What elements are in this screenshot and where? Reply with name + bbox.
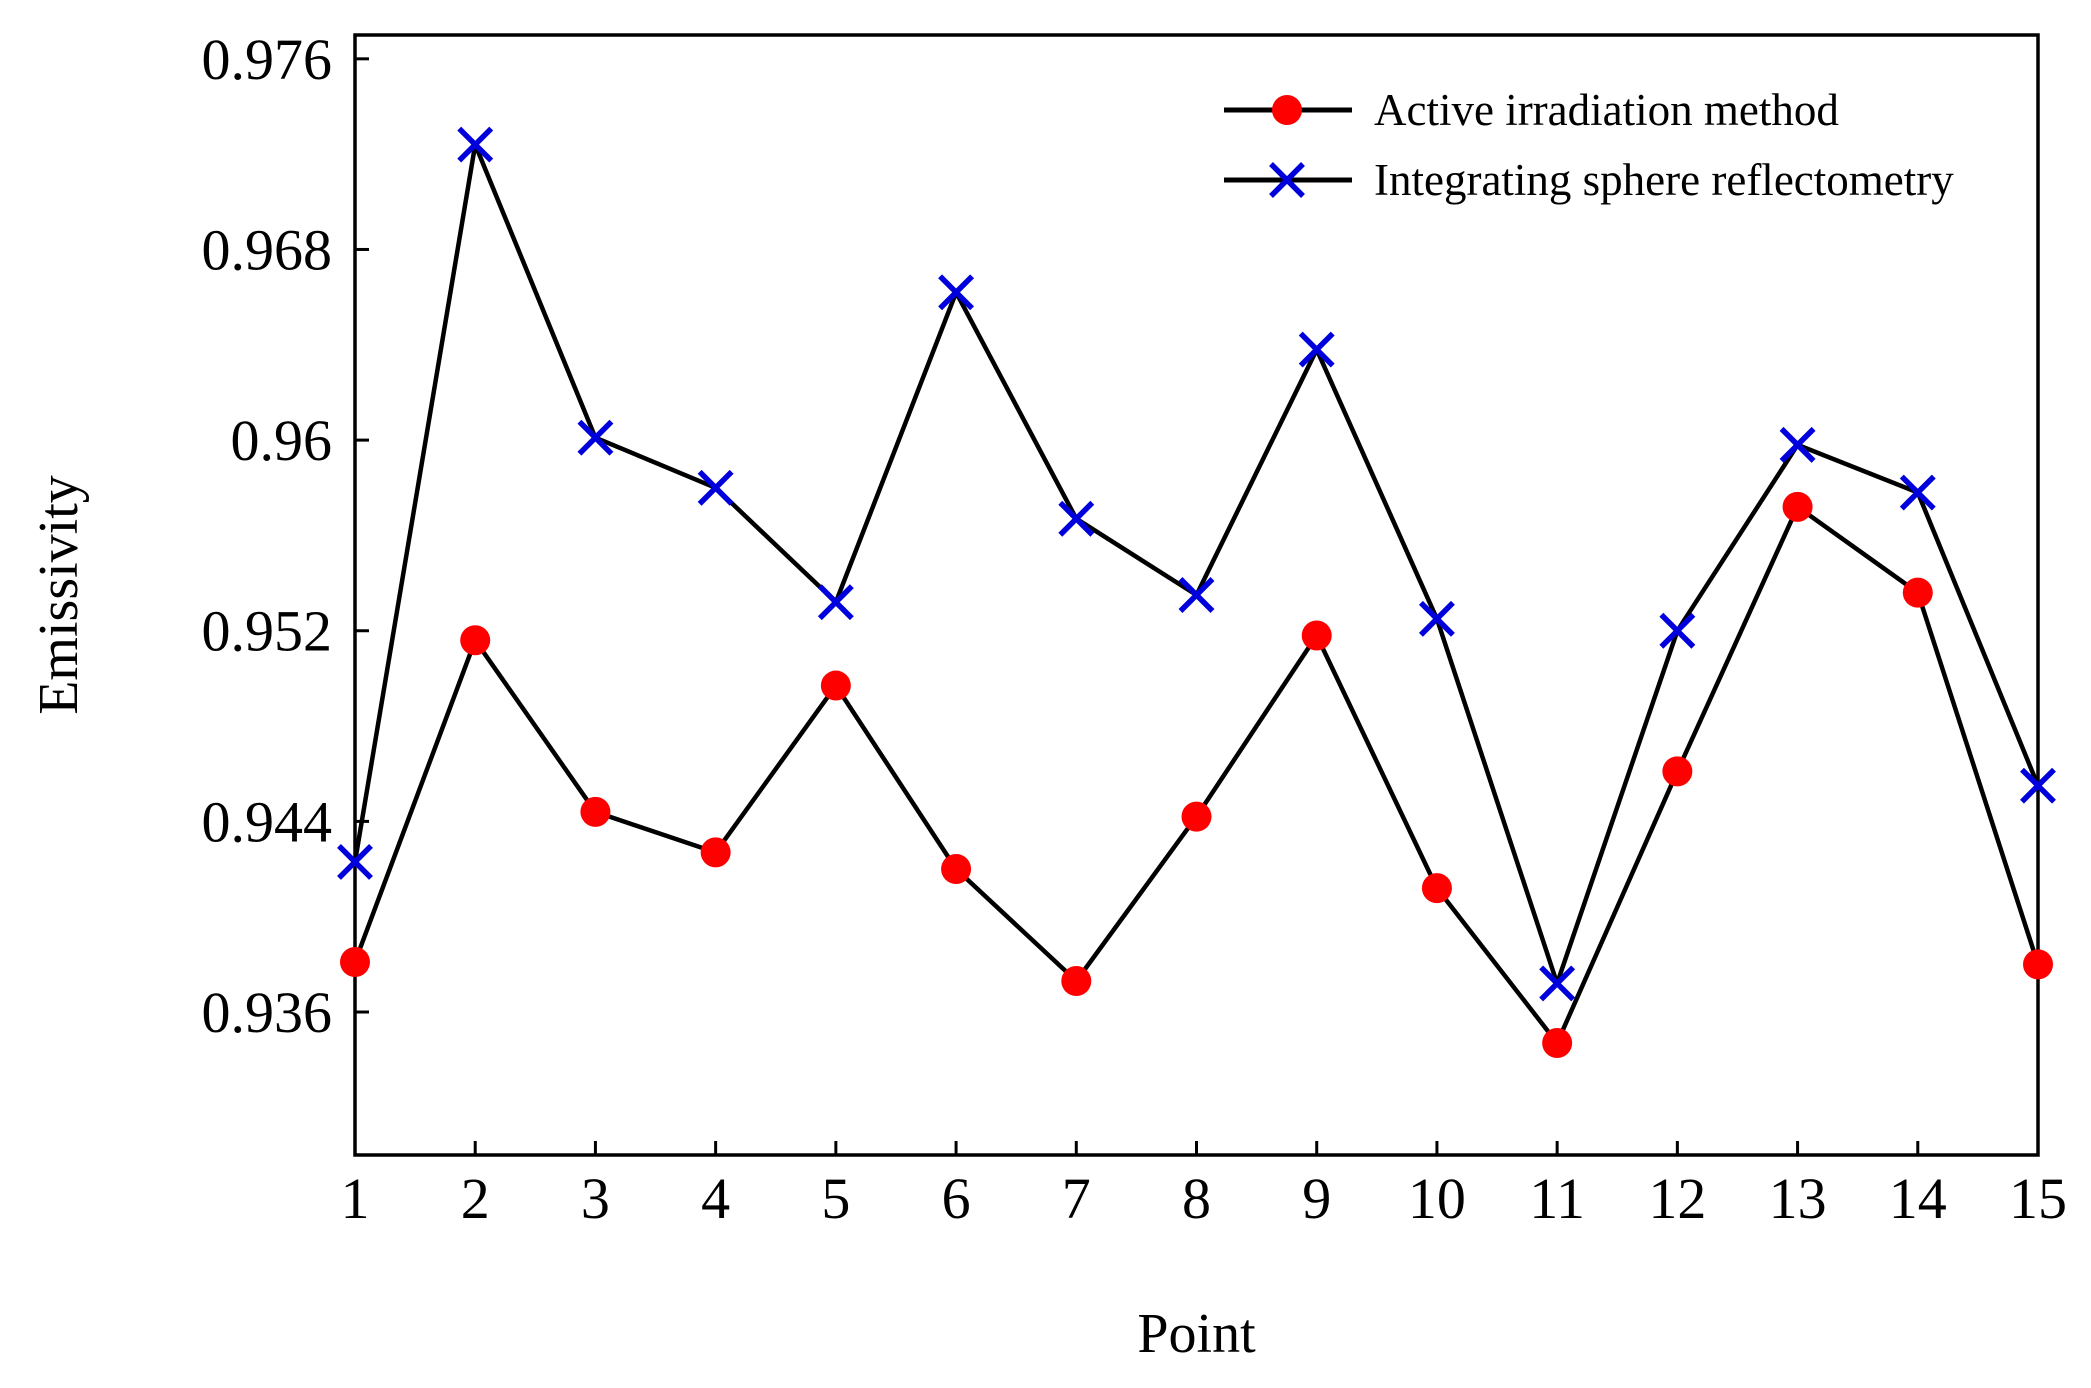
y-axis-ticks: 0.936 0.944 0.952 0.96 0.968 0.976 xyxy=(202,27,369,1045)
x-axis-title: Point xyxy=(1137,1303,1256,1365)
x-tick-label: 5 xyxy=(821,1166,850,1231)
data-point-integrating-sphere xyxy=(577,419,614,456)
data-point-active-irradiation xyxy=(1061,966,1092,997)
data-point-integrating-sphere xyxy=(2020,767,2056,804)
y-tick-label: 0.936 xyxy=(202,980,333,1045)
x-tick-label: 10 xyxy=(1408,1166,1466,1231)
legend-entry-integrating-sphere: Integrating sphere reflectometry xyxy=(1224,155,1954,205)
data-point-integrating-sphere xyxy=(938,274,975,311)
series-markers xyxy=(337,126,2056,1058)
legend-entry-active-irradiation: Active irradiation method xyxy=(1224,85,1839,135)
x-tick-label: 7 xyxy=(1062,1166,1091,1231)
x-tick-label: 12 xyxy=(1648,1166,1706,1231)
data-point-active-irradiation xyxy=(1902,577,1933,608)
x-tick-label: 8 xyxy=(1182,1166,1211,1231)
x-axis-ticks: 1 2 3 4 5 6 7 8 9 10 11 12 13 14 15 xyxy=(341,1141,2067,1231)
data-point-integrating-sphere xyxy=(697,469,734,506)
data-point-integrating-sphere xyxy=(1899,474,1936,511)
legend-label-integrating-sphere: Integrating sphere reflectometry xyxy=(1374,155,1954,205)
legend: Active irradiation method Integrating sp… xyxy=(1224,85,1954,205)
y-tick-label: 0.952 xyxy=(202,599,333,664)
data-point-integrating-sphere xyxy=(1659,612,1696,649)
data-point-active-irradiation xyxy=(2023,949,2053,980)
data-point-integrating-sphere xyxy=(457,126,494,163)
series-line-active-irradiation xyxy=(352,504,2041,1046)
data-point-integrating-sphere xyxy=(1539,965,1576,1002)
data-point-active-irradiation xyxy=(1301,620,1332,651)
data-point-integrating-sphere xyxy=(337,843,373,880)
data-point-integrating-sphere xyxy=(1058,500,1095,537)
x-tick-label: 3 xyxy=(581,1166,610,1231)
data-point-active-irradiation xyxy=(1181,801,1212,832)
data-point-integrating-sphere xyxy=(1178,577,1215,613)
data-point-active-irradiation xyxy=(340,946,370,977)
data-point-integrating-sphere xyxy=(817,584,854,621)
data-point-active-irradiation xyxy=(820,670,851,701)
x-tick-label: 13 xyxy=(1769,1166,1827,1231)
data-point-integrating-sphere xyxy=(1779,426,1816,463)
legend-marker-x xyxy=(1269,162,1305,198)
data-point-active-irradiation xyxy=(1542,1028,1573,1058)
y-tick-label: 0.976 xyxy=(202,27,333,92)
series-line-integrating-sphere xyxy=(352,142,2041,986)
data-point-active-irradiation xyxy=(700,837,731,868)
data-point-active-irradiation xyxy=(1662,756,1693,787)
y-axis-title: Emissivity xyxy=(28,475,90,715)
data-point-active-irradiation xyxy=(941,854,972,885)
data-point-integrating-sphere xyxy=(1418,600,1455,637)
legend-label-active-irradiation: Active irradiation method xyxy=(1374,85,1839,135)
y-tick-label: 0.944 xyxy=(202,789,333,854)
data-point-active-irradiation xyxy=(1421,873,1452,904)
x-tick-label: 1 xyxy=(341,1166,370,1231)
x-tick-label: 15 xyxy=(2009,1166,2067,1231)
y-tick-label: 0.968 xyxy=(202,217,333,282)
x-tick-label: 14 xyxy=(1889,1166,1947,1231)
data-point-active-irradiation xyxy=(1782,491,1813,522)
data-point-active-irradiation xyxy=(460,625,491,656)
legend-marker-circle xyxy=(1272,95,1302,125)
data-point-integrating-sphere xyxy=(1298,331,1335,368)
x-tick-label: 9 xyxy=(1302,1166,1331,1231)
x-tick-label: 11 xyxy=(1529,1166,1585,1231)
x-tick-label: 6 xyxy=(942,1166,971,1231)
x-tick-label: 4 xyxy=(701,1166,730,1231)
y-tick-label: 0.96 xyxy=(231,408,333,473)
data-point-active-irradiation xyxy=(580,796,611,827)
x-tick-label: 2 xyxy=(461,1166,490,1231)
